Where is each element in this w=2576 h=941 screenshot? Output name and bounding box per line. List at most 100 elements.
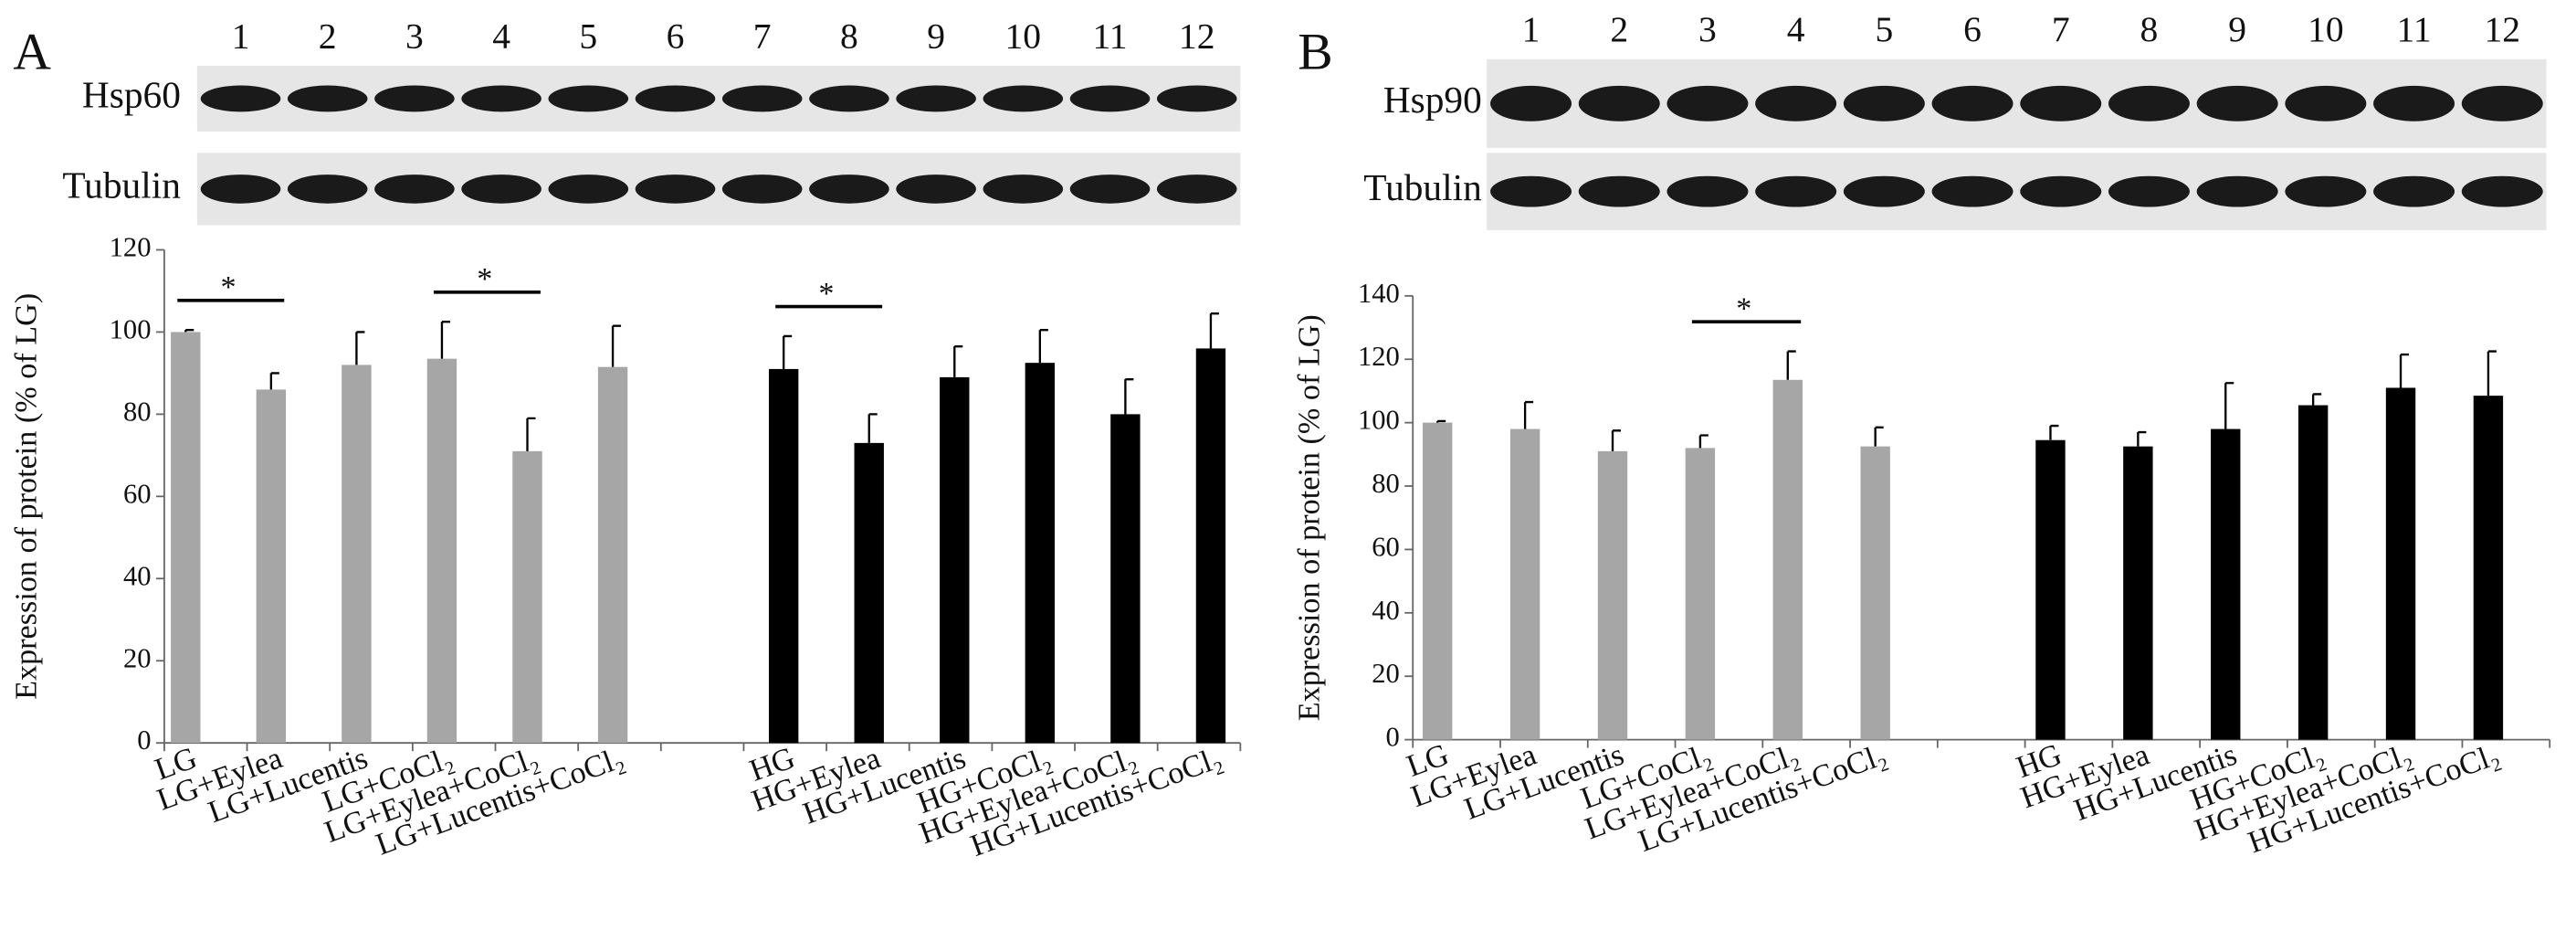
- panel-label: B: [1298, 24, 1332, 81]
- bar: [768, 368, 799, 744]
- blot-band: [1069, 85, 1151, 112]
- blot-row-label: Hsp60: [82, 73, 181, 115]
- bar: [256, 389, 287, 744]
- lane-number: 6: [1963, 9, 1982, 49]
- blot-row-label: Tubulin: [1363, 166, 1482, 208]
- blot-band: [2020, 175, 2102, 207]
- error-bar: [2137, 430, 2147, 447]
- blot-band: [1667, 175, 1749, 207]
- significance-mark: *: [477, 262, 492, 296]
- blot-row-label: Hsp90: [1383, 79, 1482, 121]
- blot-background: [1487, 153, 2547, 230]
- blot-band: [548, 85, 629, 112]
- y-tick-label: 80: [123, 396, 152, 427]
- bar: [2211, 428, 2241, 740]
- error-bar: [440, 321, 450, 359]
- error-bar: [1786, 350, 1796, 380]
- blot-band: [2285, 85, 2367, 122]
- y-tick-label: 120: [110, 231, 152, 262]
- significance-mark: *: [818, 277, 834, 311]
- blot-band: [2108, 85, 2190, 122]
- blot-background: [196, 65, 1241, 132]
- y-tick-label: 120: [1358, 341, 1400, 372]
- blot-band: [1156, 174, 1237, 204]
- blot-band: [1578, 85, 1660, 122]
- blot-band: [635, 174, 716, 204]
- error-bar: [1523, 400, 1534, 429]
- blot-band: [200, 174, 281, 204]
- blot-band: [1843, 85, 1925, 122]
- y-tick-label: 80: [1372, 468, 1400, 499]
- bar: [1685, 448, 1716, 740]
- lane-number: 2: [319, 16, 337, 56]
- bar: [1110, 414, 1141, 744]
- y-axis-label: Expression of protein (% of LG): [1293, 314, 1327, 721]
- bar: [171, 332, 201, 744]
- lane-number: 7: [753, 16, 772, 56]
- blot-band: [809, 85, 889, 112]
- error-bar: [2049, 424, 2059, 440]
- blot-band: [721, 85, 803, 112]
- blot-band: [287, 85, 368, 112]
- lane-number: 11: [2397, 9, 2432, 49]
- bar: [2035, 439, 2066, 740]
- lane-number: 1: [232, 16, 250, 56]
- bar: [1597, 450, 1628, 740]
- error-bar: [1611, 429, 1621, 451]
- error-bar: [2311, 393, 2322, 406]
- error-bar: [2399, 353, 2410, 388]
- blot-band: [635, 85, 716, 112]
- error-bar: [526, 417, 536, 451]
- blot-band: [721, 174, 803, 204]
- lane-number: 5: [579, 16, 597, 56]
- error-bar: [2224, 382, 2234, 429]
- blot-band: [1931, 175, 2013, 207]
- blot-band: [461, 85, 541, 112]
- error-bar: [355, 331, 365, 365]
- blot-band: [2461, 175, 2543, 207]
- bar: [2123, 446, 2153, 740]
- blot-band: [1578, 175, 1660, 207]
- blot-band: [2285, 175, 2367, 207]
- significance-mark: *: [221, 270, 237, 304]
- blot-band: [200, 85, 281, 112]
- bar: [342, 365, 372, 744]
- lane-number: 8: [2140, 9, 2159, 49]
- lane-number: 12: [1179, 16, 1215, 56]
- blot-band: [1490, 85, 1572, 122]
- blot-band: [2108, 175, 2190, 207]
- bar: [1772, 379, 1803, 740]
- bar: [512, 450, 542, 744]
- lane-number: 3: [405, 16, 424, 56]
- error-bar: [1209, 312, 1219, 349]
- bar: [2473, 396, 2504, 740]
- blot-band: [1156, 85, 1237, 112]
- y-tick-label: 20: [123, 642, 152, 673]
- bar: [2297, 405, 2329, 740]
- bar: [940, 376, 970, 744]
- blot-band: [2373, 175, 2455, 207]
- blot-band: [896, 174, 976, 204]
- y-tick-label: 20: [1372, 658, 1400, 689]
- lane-number: 12: [2484, 9, 2520, 49]
- lane-number: 8: [840, 16, 858, 56]
- blot-band: [287, 174, 368, 204]
- blot-band: [461, 174, 541, 204]
- lane-number: 6: [667, 16, 685, 56]
- bar: [1025, 363, 1056, 744]
- blot-band: [1931, 85, 2013, 122]
- lane-number: 1: [1522, 9, 1540, 49]
- lane-number: 4: [1787, 9, 1805, 49]
- bar: [854, 442, 884, 744]
- bar: [597, 366, 628, 744]
- lane-number: 3: [1698, 9, 1717, 49]
- lane-number: 9: [2228, 9, 2246, 49]
- y-tick-label: 0: [1386, 722, 1400, 753]
- bar: [2385, 387, 2416, 740]
- error-bar: [1874, 426, 1884, 447]
- bar: [426, 358, 457, 744]
- panel-label: A: [13, 24, 51, 81]
- y-tick-label: 40: [123, 560, 152, 591]
- blot-row-label: Tubulin: [62, 164, 181, 206]
